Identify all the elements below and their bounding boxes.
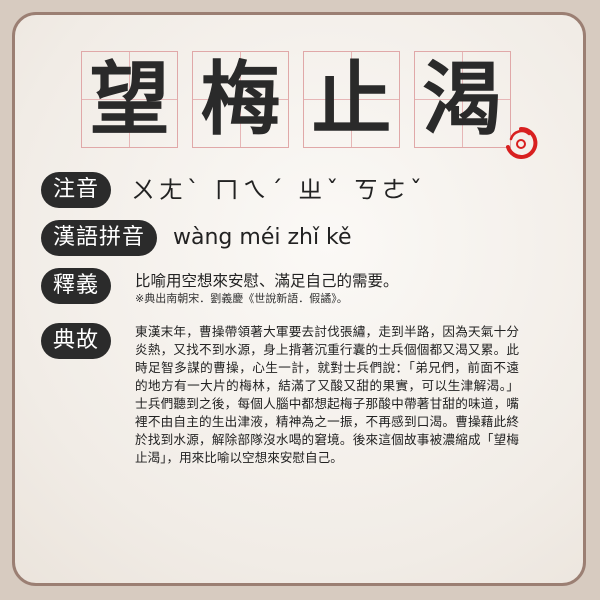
meaning-body: 比喻用空想來安慰、滿足自己的需要。 ※典出南朝宋．劉義慶《世說新語．假譎》。 <box>135 270 399 306</box>
title-char-box-1: 望 <box>81 51 178 148</box>
zhuyin-section: 注音 ㄨㄤˋ ㄇㄟˊ ㄓˇ ㄎㄜˇ <box>41 172 426 208</box>
meaning-text: 比喻用空想來安慰、滿足自己的需要。 <box>135 272 399 290</box>
story-text: 東漢末年，曹操帶領著大軍要去討伐張繡，走到半路，因為天氣十分炎熱，又找不到水源，… <box>135 324 520 465</box>
title-char-box-3: 止 <box>303 51 400 148</box>
meaning-source: ※典出南朝宋．劉義慶《世說新語．假譎》。 <box>135 292 348 305</box>
title-char-box-4: 渴 <box>414 51 511 148</box>
title-char: 望 <box>89 52 170 146</box>
meaning-label: 釋義 <box>41 268 112 304</box>
zhuyin-text: ㄨㄤˋ ㄇㄟˊ ㄓˇ ㄎㄜˇ <box>131 176 426 204</box>
red-seal-icon <box>506 126 538 159</box>
title-char-box-2: 梅 <box>192 51 289 148</box>
idiom-title: 望 梅 止 渴 <box>81 51 511 148</box>
meaning-section: 釋義 比喻用空想來安慰、滿足自己的需要。 ※典出南朝宋．劉義慶《世說新語．假譎》… <box>41 268 399 306</box>
zhuyin-label: 注音 <box>41 172 112 208</box>
title-char: 止 <box>311 52 392 146</box>
pinyin-label: 漢語拼音 <box>41 220 158 256</box>
card-frame: 望 梅 止 渴 注音 ㄨㄤˋ ㄇㄟˊ ㄓˇ ㄎㄜˇ 漢語拼音 wàng méi … <box>12 12 586 586</box>
pinyin-section: 漢語拼音 wàng méi zhǐ kě <box>41 220 352 256</box>
pinyin-text: wàng méi zhǐ kě <box>173 225 352 250</box>
title-char: 渴 <box>422 52 503 146</box>
story-body: 東漢末年，曹操帶領著大軍要去討伐張繡，走到半路，因為天氣十分炎熱，又找不到水源，… <box>135 323 519 467</box>
story-label: 典故 <box>41 323 112 359</box>
title-char: 梅 <box>200 52 281 146</box>
story-section: 典故 東漢末年，曹操帶領著大軍要去討伐張繡，走到半路，因為天氣十分炎熱，又找不到… <box>41 323 519 467</box>
